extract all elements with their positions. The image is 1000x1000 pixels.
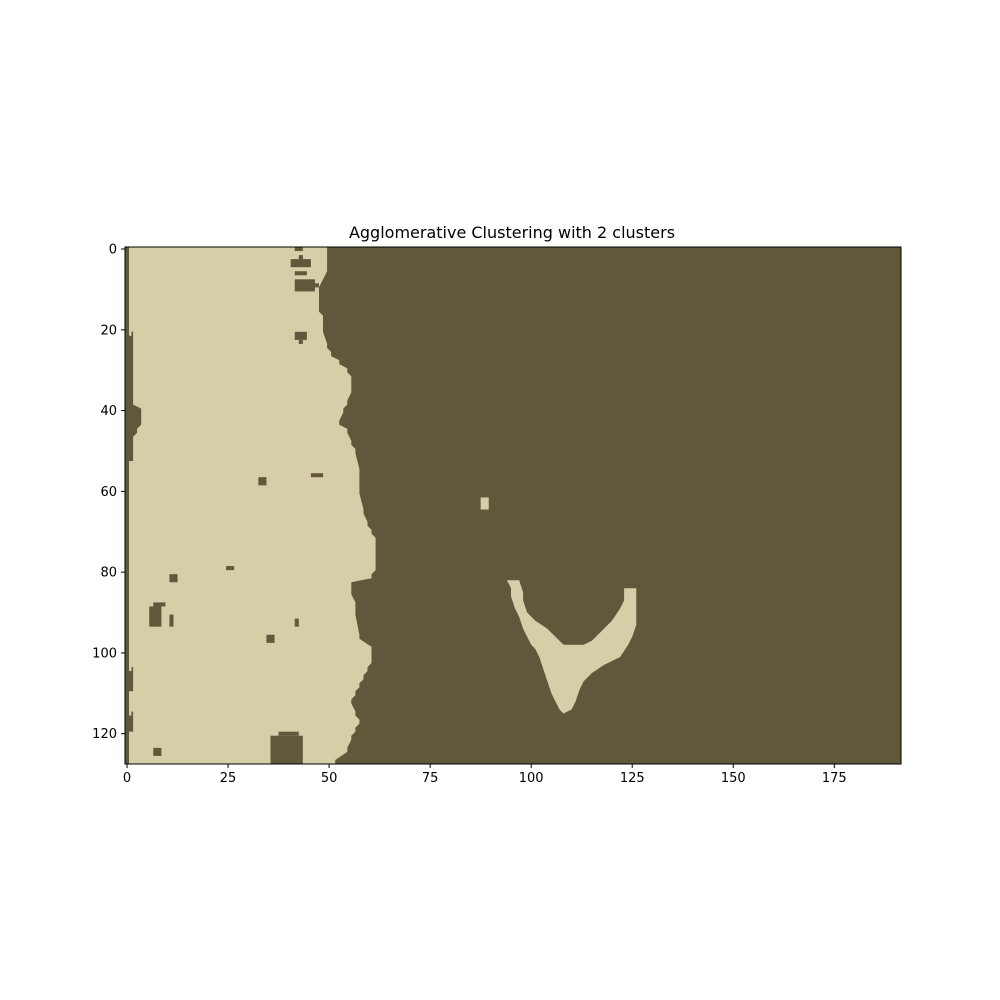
dark-speck [294, 618, 299, 627]
dark-speck [278, 731, 299, 736]
y-tick-label: 20 [100, 323, 117, 338]
dark-speck [298, 255, 303, 260]
x-tick-label: 25 [220, 771, 237, 786]
heatmap-plot-area [124, 246, 902, 765]
left-edge-strip [125, 247, 130, 764]
x-tick-label: 150 [721, 771, 746, 786]
dark-speck [226, 566, 235, 571]
left-edge-light-patch [129, 707, 132, 716]
y-tick-label: 100 [92, 646, 117, 661]
dark-speck [294, 247, 303, 252]
dark-speck [149, 606, 162, 627]
chart-title: Agglomerative Clustering with 2 clusters [349, 223, 675, 242]
left-edge-light-patch [129, 327, 132, 336]
y-axis: 0 20 40 60 80 100 120 [92, 243, 125, 742]
dark-speck [319, 291, 324, 304]
dark-speck [298, 339, 303, 344]
dark-speck [270, 735, 303, 764]
x-tick-label: 50 [321, 771, 338, 786]
dark-speck [310, 283, 319, 288]
left-edge-light-patch [129, 461, 132, 668]
y-tick-label: 0 [109, 243, 117, 258]
x-axis: 0 25 50 75 100 125 150 175 [123, 764, 847, 786]
plot-frame [124, 246, 902, 765]
left-edge-light-patch [129, 691, 132, 712]
dark-speck [294, 279, 315, 292]
dark-speck [310, 473, 324, 478]
dark-speck [169, 614, 174, 627]
y-tick-label: 80 [100, 566, 117, 581]
light-speck [480, 497, 489, 510]
dark-speck [153, 602, 166, 607]
left-edge-light-patch [129, 247, 132, 332]
left-edge-light-patch [129, 731, 132, 764]
x-tick-label: 75 [422, 771, 439, 786]
y-tick-label: 120 [92, 727, 117, 742]
y-tick-label: 60 [100, 485, 117, 500]
left-edge-light-patch [129, 663, 132, 672]
x-tick-label: 175 [822, 771, 847, 786]
x-tick-label: 125 [620, 771, 645, 786]
dark-speck [294, 331, 307, 340]
x-tick-label: 100 [519, 771, 544, 786]
dark-speck [294, 271, 307, 276]
dark-speck [290, 259, 311, 268]
dark-speck [169, 574, 178, 583]
cluster-light-left-region [129, 247, 376, 764]
dark-speck [153, 747, 162, 756]
dark-speck [258, 477, 267, 486]
x-tick-label: 0 [123, 771, 131, 786]
cluster-light-v-shape [506, 580, 637, 714]
y-tick-label: 40 [100, 404, 117, 419]
dark-speck [266, 634, 275, 643]
